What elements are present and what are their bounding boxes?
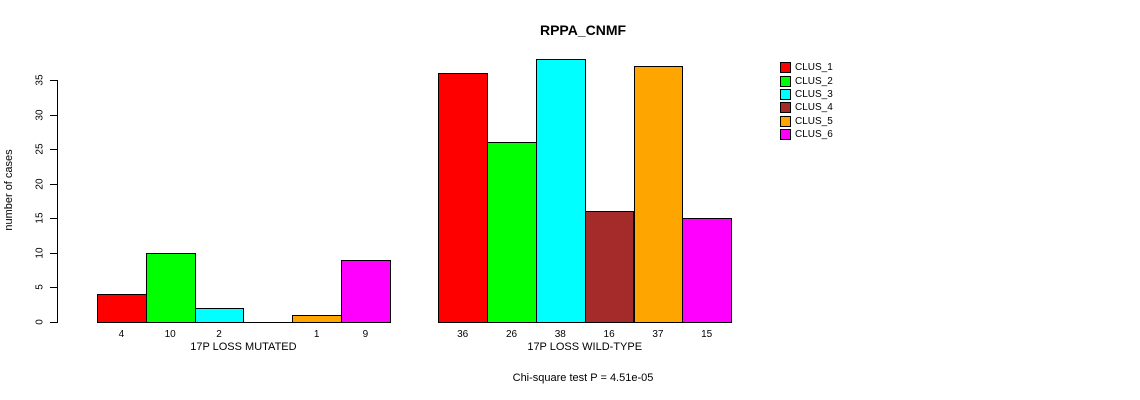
- bar-clus_2: [145, 252, 196, 323]
- y-axis-tick: [50, 149, 57, 151]
- bar-value-label: 1: [313, 329, 320, 340]
- y-axis-tick: [50, 287, 57, 289]
- legend-item: CLUS_4: [780, 101, 833, 114]
- bar-value-label: 36: [457, 329, 469, 340]
- legend-item-label: CLUS_4: [795, 102, 833, 114]
- y-axis-tick: [50, 114, 57, 116]
- bar-clus_4: [584, 211, 635, 323]
- bar-clus_1: [438, 73, 489, 323]
- legend-item-label: CLUS_3: [795, 88, 833, 100]
- bar-clus_6: [682, 218, 733, 323]
- legend-swatch-clus_3: [780, 88, 791, 100]
- bar-clus_6: [341, 259, 391, 323]
- legend-item: CLUS_6: [780, 128, 833, 141]
- legend-swatch-clus_1: [780, 62, 791, 74]
- y-axis-tick-label: 10: [34, 247, 46, 259]
- legend-item: CLUS_3: [780, 88, 833, 101]
- group-axis-label: 17P LOSS WILD-TYPE: [527, 341, 643, 353]
- legend-item-label: CLUS_5: [795, 115, 833, 127]
- legend-item-label: CLUS_1: [795, 62, 833, 74]
- chart-title: RPPA_CNMF: [539, 22, 627, 38]
- legend: CLUS_1 CLUS_2 CLUS_3 CLUS_4 CLUS_5 CLUS_6: [780, 61, 833, 141]
- y-axis-tick-label: 20: [34, 178, 46, 190]
- group-axis-label: 17P LOSS MUTATED: [190, 341, 297, 353]
- y-axis-line: [57, 80, 58, 323]
- y-axis-tick-label: 15: [34, 212, 46, 224]
- bar-value-label: 9: [362, 329, 369, 340]
- legend-swatch-clus_4: [780, 102, 791, 114]
- bar-value-label: 26: [505, 329, 518, 340]
- y-axis-tick-label: 35: [34, 74, 46, 86]
- legend-swatch-clus_5: [780, 115, 791, 127]
- legend-item-label: CLUS_6: [795, 129, 833, 141]
- bar-value-label: 2: [216, 329, 222, 340]
- legend-item-label: CLUS_2: [795, 75, 833, 87]
- y-axis-tick: [50, 252, 57, 254]
- legend-swatch-clus_6: [780, 129, 791, 141]
- bar-clus_1: [97, 294, 147, 323]
- legend-item: CLUS_5: [780, 115, 833, 128]
- y-axis-tick: [50, 218, 57, 220]
- chi-square-note: Chi-square test P = 4.51e-05: [512, 372, 654, 384]
- legend-swatch-clus_2: [780, 75, 791, 87]
- y-axis-tick-label: 25: [34, 143, 46, 155]
- y-axis-tick-label: 5: [34, 284, 46, 291]
- legend-item: CLUS_1: [780, 61, 833, 74]
- bar-value-label: 16: [603, 329, 615, 340]
- bar-value-label: 15: [701, 329, 713, 340]
- bar-clus_3: [194, 308, 245, 323]
- legend-item: CLUS_2: [780, 74, 833, 87]
- y-axis-tick-label: 30: [34, 109, 46, 121]
- bar-clus_3: [535, 59, 586, 323]
- bar-clus_5: [292, 315, 342, 323]
- bar-value-label: 10: [164, 329, 176, 340]
- y-axis-tick-label: 0: [34, 319, 46, 325]
- bar-value-label: 37: [652, 329, 664, 340]
- y-axis-tick: [50, 80, 57, 81]
- bar-clus_5: [633, 66, 684, 323]
- y-axis-tick: [50, 322, 57, 323]
- y-axis-label: number of cases: [3, 149, 15, 231]
- y-axis-tick: [50, 183, 57, 185]
- bar-clus_2: [487, 142, 537, 323]
- bar-value-label: 4: [118, 329, 125, 340]
- bar-value-label: 38: [554, 329, 566, 340]
